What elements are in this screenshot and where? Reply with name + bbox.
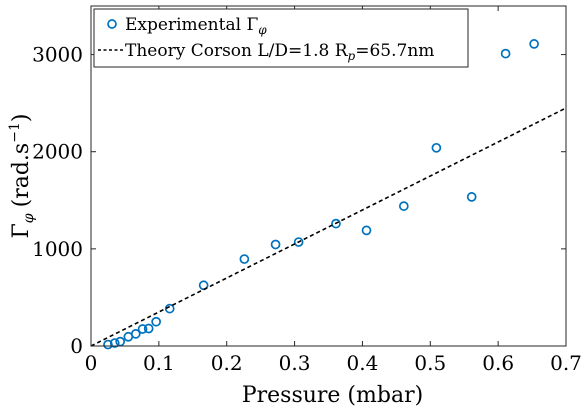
- data-point: [361, 225, 372, 236]
- y-tick-label: 2000: [32, 140, 83, 164]
- data-point: [500, 48, 511, 59]
- legend-label: Experimental Γφ: [125, 15, 267, 37]
- data-point: [398, 201, 409, 211]
- x-tick-label: 0.3: [279, 351, 311, 375]
- data-point: [529, 39, 539, 49]
- x-tick-label: 0: [85, 351, 98, 375]
- data-point: [151, 316, 161, 327]
- theory-line: [90, 107, 567, 347]
- x-tick-label: 0.7: [550, 351, 582, 375]
- x-ticks: 0 0.1 0.2 0.3 0.4 0.5 0.6 0.7: [85, 6, 582, 375]
- data-point: [239, 254, 250, 264]
- data-point: [293, 237, 304, 247]
- legend-marker-experimental: [107, 19, 117, 29]
- data-point: [431, 142, 442, 153]
- data-point: [331, 218, 341, 229]
- legend-label: Theory Corson L/D=1.8 Rp=65.7nm: [125, 41, 434, 63]
- data-point: [143, 323, 154, 334]
- x-tick-label: 0.1: [143, 351, 175, 375]
- data-point: [466, 192, 477, 202]
- data-point: [164, 303, 175, 314]
- y-tick-label: 3000: [32, 43, 83, 67]
- x-tick-label: 0.4: [347, 351, 379, 375]
- x-axis-label: Pressure (mbar): [242, 383, 423, 408]
- data-point: [270, 239, 281, 250]
- y-axis-label: Γφ(rad.s−1): [7, 114, 37, 239]
- legend: Experimental Γφ Theory Corson L/D=1.8 Rp=…: [93, 8, 469, 68]
- axis-labels: Pressure (mbar) Γφ(rad.s−1): [7, 114, 423, 408]
- data-point: [109, 338, 120, 348]
- x-tick-label: 0.5: [414, 351, 446, 375]
- y-ticks: 0 1000 2000 3000: [32, 43, 566, 358]
- axes-layer: [90, 5, 567, 347]
- data-point: [137, 324, 148, 334]
- x-tick-label: 0.2: [211, 351, 243, 375]
- axes-frame: [90, 5, 567, 347]
- data-point: [130, 329, 141, 339]
- y-tick-label: 1000: [32, 237, 83, 261]
- legend-box: [93, 8, 469, 68]
- data-point: [103, 339, 113, 350]
- data-layer: [90, 39, 567, 350]
- x-tick-label: 0.6: [482, 351, 514, 375]
- y-tick-label: 0: [70, 334, 83, 358]
